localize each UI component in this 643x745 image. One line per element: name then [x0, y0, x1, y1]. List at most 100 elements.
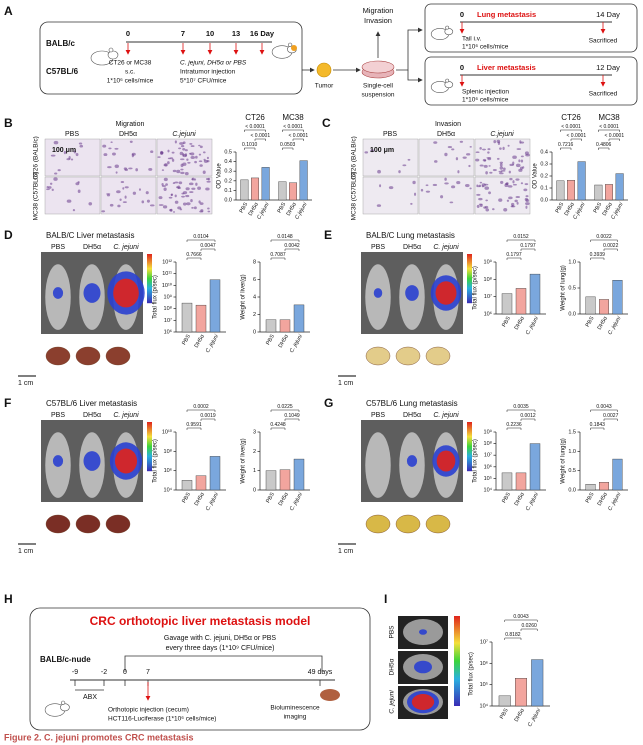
cell-stain: [180, 171, 185, 175]
y-tick-label: 2: [253, 449, 256, 455]
label: Gavage with C. jejuni, DH5α or PBS: [164, 635, 277, 642]
x-tick-label: C. jejuni: [205, 333, 221, 354]
cell-stain: [206, 159, 210, 163]
comparison-bracket: [590, 257, 605, 260]
y-tick-label: 2: [253, 312, 256, 318]
cell-stain: [182, 147, 186, 151]
cell-stain: [179, 208, 183, 211]
bar: [195, 475, 207, 491]
mouse-icon: [108, 47, 114, 53]
cell-stain: [124, 186, 129, 189]
y-tick-label: 10⁹: [164, 293, 172, 300]
bar: [195, 304, 207, 333]
cell-stain: [515, 195, 521, 199]
y-axis-label: Total flux (p/sec): [153, 439, 159, 483]
label: 0: [460, 63, 464, 72]
cell-stain: [150, 150, 154, 154]
label: Liver metastasis: [477, 63, 536, 72]
cell-stain: [402, 164, 407, 167]
y-axis-label: OD Value: [217, 163, 223, 189]
signal: [414, 660, 432, 674]
cell-stain: [518, 168, 523, 172]
x-tick-label: C. jejuni: [289, 333, 305, 354]
label: C. jejuni: [113, 412, 139, 419]
p-value: 0.7666: [186, 252, 202, 258]
cell-stain: [138, 188, 142, 191]
p-value: 0.0019: [200, 413, 216, 419]
organ-photo: [395, 514, 421, 534]
label: BALB/C Liver metastasis: [46, 231, 134, 240]
cell-stain: [193, 206, 197, 210]
y-axis-label: Total flux (p/sec): [473, 266, 479, 310]
p-value: 0.1843: [590, 422, 606, 428]
panel-label: A: [4, 4, 13, 18]
label: imaging: [284, 714, 307, 721]
cell-stain: [191, 187, 196, 190]
comparison-bracket: [504, 637, 522, 640]
cell-stain: [449, 201, 454, 204]
p-value: 0.0022: [603, 243, 619, 249]
y-tick-label: 10⁸: [164, 305, 172, 312]
label: Tail i.v.: [462, 36, 482, 43]
p-value: 0.0104: [193, 234, 209, 240]
signal: [405, 285, 419, 301]
x-tick-label: PBS: [181, 333, 192, 346]
bar: [278, 181, 287, 201]
y-tick-label: 10⁶: [164, 328, 172, 335]
cell-stain: [182, 202, 187, 206]
cell-stain: [180, 158, 185, 161]
cell-stain: [407, 158, 411, 161]
cell-stain: [525, 153, 530, 157]
cell-stain: [447, 145, 453, 149]
cell-stain: [48, 186, 52, 189]
cell-stain: [507, 144, 510, 147]
y-tick-label: 10⁸: [484, 440, 492, 447]
cell-stain: [191, 177, 195, 181]
cell-stain: [162, 205, 168, 209]
y-tick-label: 10⁴: [480, 702, 489, 709]
bar: [501, 293, 513, 315]
comparison-bracket: [506, 427, 522, 430]
bar: [529, 273, 541, 315]
label: every three days (1*10⁹ CFU/mice): [166, 645, 275, 652]
cell-stain: [475, 151, 480, 154]
cell-stain: [518, 159, 521, 163]
color-scale: [147, 254, 152, 304]
bar: [181, 302, 193, 333]
cell-stain: [485, 208, 490, 212]
panel-label: C: [322, 116, 331, 130]
branch-arrow: [407, 70, 423, 83]
cell-stain: [479, 164, 484, 167]
protocol-box: [39, 21, 303, 95]
cell-stain: [54, 172, 58, 175]
protocol-box: [424, 56, 638, 106]
label: Migration: [116, 121, 145, 128]
y-tick-label: 10⁶: [480, 660, 488, 667]
cell-stain: [451, 185, 456, 189]
y-tick-label: 10⁵: [480, 681, 488, 688]
x-tick-label: C. jejuni: [289, 491, 305, 512]
x-tick-label: PBS: [585, 315, 596, 328]
panel-label: H: [4, 592, 13, 606]
label: HCT116-Luciferase (1*10⁶ cells/mice): [108, 716, 216, 723]
label: PBS: [371, 244, 385, 251]
bar: [612, 280, 623, 315]
cell-stain: [499, 166, 504, 170]
group-title: MC38: [598, 113, 620, 122]
mouse-icon: [444, 81, 454, 89]
cell-stain: [499, 163, 503, 167]
branch-arrow: [396, 27, 423, 71]
cell-stain: [489, 171, 493, 174]
group-title: CT26: [245, 113, 265, 122]
bar: [279, 319, 291, 333]
p-value: < 0.0001: [567, 133, 587, 139]
cell-stain: [190, 152, 195, 156]
label: DH5α: [437, 131, 455, 138]
cell-stain: [46, 188, 50, 191]
cell-stain: [195, 155, 198, 159]
label: C.jejuni: [490, 131, 514, 138]
comparison-bracket: [254, 138, 266, 141]
figure-caption: Figure 2. C. jejuni promotes CRC metasta…: [4, 732, 194, 742]
y-tick-label: 10⁷: [484, 293, 492, 300]
cell-stain: [163, 177, 168, 182]
